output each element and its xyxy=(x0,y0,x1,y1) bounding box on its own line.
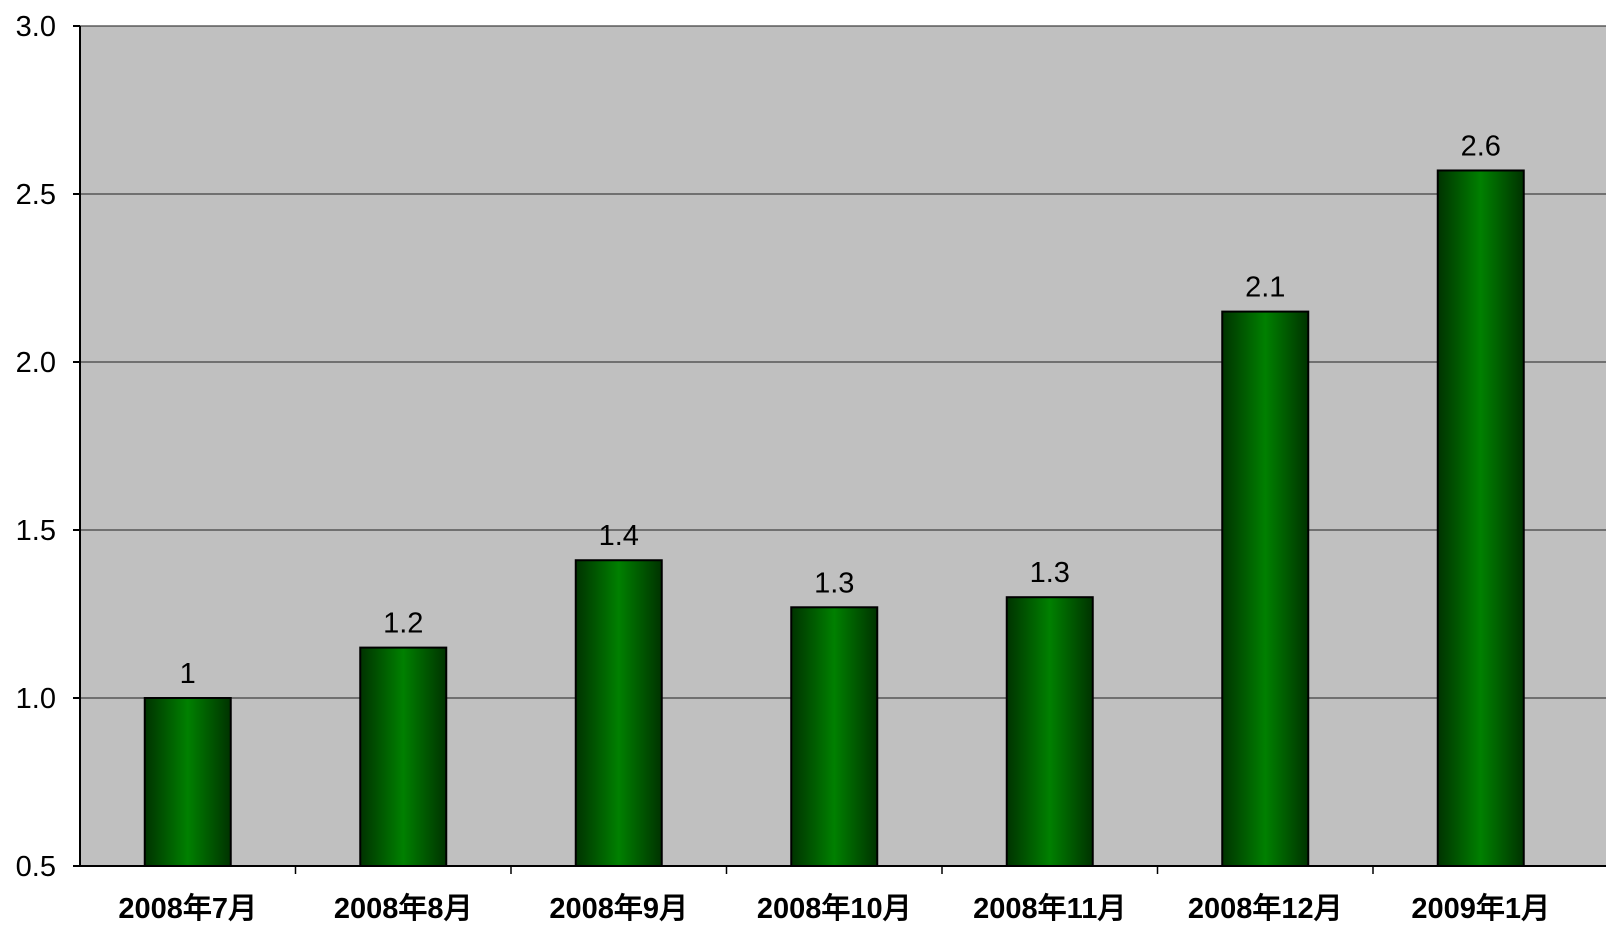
bar xyxy=(1221,310,1310,868)
y-tick-label: 1.0 xyxy=(16,683,56,715)
x-tick-label: 2008年12月 xyxy=(1188,891,1343,925)
bar xyxy=(143,697,232,867)
data-label: 1.3 xyxy=(1030,557,1070,589)
bar xyxy=(1005,596,1094,867)
data-label: 1.4 xyxy=(599,520,639,552)
data-label: 2.1 xyxy=(1245,272,1285,304)
x-tick-label: 2009年1月 xyxy=(1411,891,1550,925)
data-labels: 1 1.2 1.4 1.3 1.3 2.1 2.6 xyxy=(180,130,1501,690)
bar xyxy=(359,646,448,867)
x-tick-label: 2008年7月 xyxy=(118,891,257,925)
data-label: 1 xyxy=(180,658,196,690)
bar xyxy=(790,606,879,868)
y-tick-label: 3.0 xyxy=(16,11,56,43)
data-label: 1.3 xyxy=(814,567,854,599)
y-tick-label: 2.0 xyxy=(16,347,56,379)
data-label: 2.6 xyxy=(1461,130,1501,162)
x-tick-label: 2008年10月 xyxy=(757,891,912,925)
x-tick-label: 2008年8月 xyxy=(334,891,473,925)
x-tick-label: 2008年9月 xyxy=(549,891,688,925)
y-tick-label: 2.5 xyxy=(16,179,56,211)
bar xyxy=(1436,169,1525,868)
gridlines xyxy=(80,25,1606,699)
tick-labels: 0.5 1.0 1.5 2.0 2.5 3.0 2008年7月 2008年8月 2008年9月 2… xyxy=(16,11,1550,925)
y-tick-label: 0.5 xyxy=(16,851,56,883)
data-label: 1.2 xyxy=(383,608,423,640)
bars xyxy=(143,169,1525,868)
bar xyxy=(574,559,663,867)
x-tick-label: 2008年11月 xyxy=(973,891,1126,925)
y-tick-label: 1.5 xyxy=(16,515,56,547)
